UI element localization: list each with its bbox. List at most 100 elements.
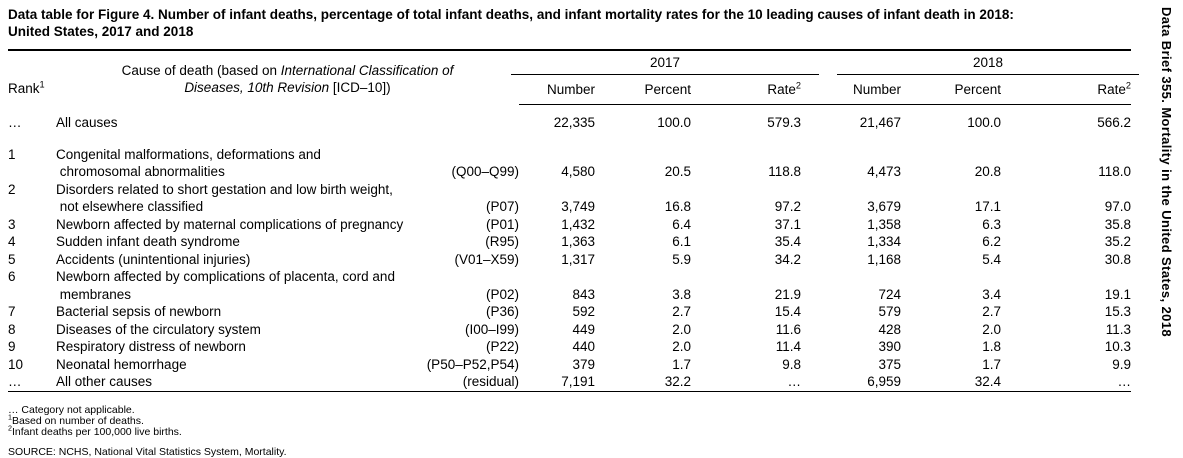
percent-2017-cell: 3.8 [672,286,691,302]
rate-2017-cell: 97.2 [774,199,802,214]
rank-cell: … [8,114,22,130]
table-row: 2 Disorders related to short gestation an… [8,181,1131,216]
cause-label: Neonatal hemorrhage [56,356,187,372]
percent-2018-cell: 1.7 [982,356,1002,372]
table-row: 6 Newborn affected by complications of pl… [8,268,1131,303]
rate-2018-cell: 35.8 [1104,216,1132,232]
icd-code-label: (P01) [485,216,519,232]
percent-2018-cell: 6.2 [982,234,1002,249]
rate-label: Rate [767,82,796,97]
rate-2018-cell: 19.1 [1104,286,1132,302]
data-table: Rank1 Cause of death (based on Internati… [8,49,1140,392]
number-2017-cell: 7,191 [561,374,595,389]
cause-label: Accidents (unintentional injuries) [56,251,251,267]
cause-cell: Congenital malformations, deformations a… [56,146,519,181]
number-2018-cell: 4,473 [867,164,902,179]
number-2017-cell: 22,335 [553,115,595,130]
rank-cell: 10 [8,356,24,372]
rate-2018-cell: 35.2 [1104,234,1132,249]
cause-cell: Diseases of the circulatory system (I00–I… [56,321,519,339]
number-2017-cell: 592 [572,304,595,319]
rate-2017-cell: 15.4 [774,304,802,319]
rate-2018-cell: 30.8 [1104,251,1132,267]
cause-cell: Accidents (unintentional injuries) (V01–X… [56,251,519,269]
number-2017-cell: 843 [572,286,595,302]
table-row: 1 Congenital malformations, deformations … [8,146,1131,181]
footnote: 1Based on number of deaths. [8,413,144,427]
year-2018-header: 2018 [801,50,1140,75]
rank-cell: 4 [8,234,16,249]
rate-2017-header: Rate2 [691,75,802,105]
page-title-line1: Data table for Figure 4. Number of infan… [8,7,1014,22]
cause-cell: Respiratory distress of newborn (P22) [56,338,519,356]
percent-2018-cell: 20.8 [974,164,1002,179]
cause-cell: All other causes (residual) [56,373,519,391]
percent-2018-cell: 32.4 [974,374,1002,389]
percent-2017-cell: 20.5 [664,164,691,179]
cause-header-text2: [ICD–10]) [329,79,391,95]
number-2017-header: Number [519,75,595,105]
icd-code-label: (R95) [485,234,519,249]
rate-2017-cell: 9.8 [782,356,802,372]
number-2017-cell: 379 [572,356,595,372]
year-2018-label: 2018 [837,51,1140,75]
rank-footnote-marker: 1 [39,79,45,89]
cause-header-italic2: Diseases, 10th Revision [184,79,330,95]
number-2018-cell: 21,467 [859,115,902,130]
table-row: 3 Newborn affected by maternal complicati… [8,216,1131,234]
rate-2017-cell: 35.4 [774,234,802,249]
cause-header-italic: International Classification of [280,62,454,78]
icd-code-label: (I00–I99) [464,321,519,337]
rate-2017-cell: … [787,374,802,389]
percent-2018-cell: 3.4 [982,286,1002,302]
rate-2017-cell: 579.3 [767,115,802,130]
number-2018-header: Number [801,75,902,105]
number-2018-cell: 375 [878,356,902,372]
table-row: 10 Neonatal hemorrhage (P50–P52,P54) 379 1.7… [8,356,1131,374]
cause-label: All other causes [56,374,153,389]
number-2017-cell: 1,317 [561,251,595,267]
icd-code-label: (P22) [485,339,519,354]
rate-footnote-marker: 2 [795,80,802,91]
number-2017-cell: 3,749 [561,199,595,214]
footnote-marker: 1 [8,413,12,421]
number-2017-cell: 440 [572,339,595,354]
column-header-row: Number Percent Rate2 Number Percent Rate… [8,75,1132,105]
rank-column-header: Rank1 [8,50,56,105]
number-2018-cell: 390 [878,339,902,354]
number-2018-cell: 3,679 [867,199,902,214]
page-title: Data table for Figure 4. Number of infan… [8,6,1148,40]
percent-2018-cell: 6.3 [982,216,1002,232]
rank-cell: 7 [8,304,16,319]
rate-2018-cell: 566.2 [1097,115,1132,130]
year-2017-label: 2017 [511,51,820,75]
footnote: 2Infant deaths per 100,000 live births. [8,424,182,438]
page-title-line2: United States, 2017 and 2018 [8,24,194,39]
table-row: … All causes 22,335 100.0 579.3 21,467 100.0 56… [8,105,1131,146]
icd-code-label: (Q00–Q99) [451,164,519,179]
rank-cell: 9 [8,339,16,354]
icd-code-label: (P50–P52,P54) [426,356,519,372]
rate-2017-cell: 21.9 [774,286,802,302]
cause-label: Congenital malformations, deformations a… [56,146,321,180]
cause-cell: Newborn affected by complications of pla… [56,268,519,303]
table-row: 8 Diseases of the circulatory system (I00–… [8,321,1131,339]
rate-2018-cell: 10.3 [1104,339,1132,354]
table-row: 5 Accidents (unintentional injuries) (V01–… [8,251,1131,269]
cause-label: Newborn affected by complications of pla… [56,269,395,302]
cause-cell: Bacterial sepsis of newborn (P36) [56,303,519,321]
rate-2018-cell: … [1117,374,1132,389]
rank-cell: 5 [8,251,16,267]
cause-column-header: Cause of death (based on International C… [56,50,519,105]
table-header: Rank1 Cause of death (based on Internati… [8,50,1140,105]
percent-2017-cell: 6.4 [672,216,691,232]
percent-2018-cell: 5.4 [982,251,1002,267]
cause-cell: All causes [56,105,519,146]
icd-code-label: (P02) [485,286,519,302]
rank-cell: 3 [8,216,16,232]
rate-label: Rate [1097,82,1126,97]
rate-2017-cell: 11.4 [775,339,802,354]
rate-2018-header: Rate2 [1001,75,1132,105]
table-row: … All other causes (residual) 7,191 32.2 … 6,9… [8,373,1131,391]
number-2018-cell: 1,334 [867,234,902,249]
